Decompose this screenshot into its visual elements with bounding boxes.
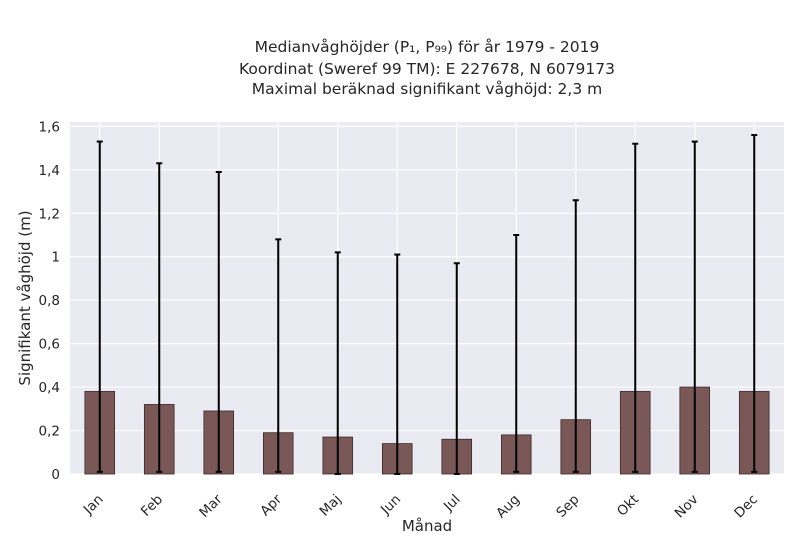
chart-title-line-3: Maximal beräknad signifikant våghöjd: 2,… [252, 80, 602, 98]
y-tick-label: 1,4 [39, 163, 60, 179]
x-tick-label-okt: Okt [614, 492, 642, 520]
y-tick-label: 0,4 [39, 380, 60, 396]
x-axis-label: Månad [402, 517, 452, 535]
x-tick-label-apr: Apr [257, 491, 285, 519]
x-tick-label-maj: Maj [317, 492, 345, 520]
y-tick-label: 1,2 [39, 206, 60, 222]
x-tick-label-jun: Jun [377, 492, 404, 519]
y-tick-label: 0 [51, 467, 60, 483]
plot-area [70, 122, 784, 474]
y-tick-label: 0,6 [39, 337, 60, 353]
chart-title-line-2: Koordinat (Sweref 99 TM): E 227678, N 60… [239, 60, 615, 78]
y-tick-label: 0,2 [39, 424, 60, 440]
y-tick-label: 1,6 [39, 119, 60, 135]
chart-title-line-1: Medianvåghöjder (P₁, P₉₉) för år 1979 - … [255, 38, 600, 56]
x-tick-label-nov: Nov [672, 492, 702, 522]
y-tick-label: 1 [51, 250, 60, 266]
y-tick-label: 0,8 [39, 293, 60, 309]
x-tick-label-aug: Aug [493, 492, 523, 522]
x-tick-label-jul: Jul [440, 492, 464, 516]
x-tick-label-mar: Mar [196, 491, 226, 521]
x-tick-label-feb: Feb [138, 492, 166, 520]
y-tick-labels: 0 0,2 0,4 0,6 0,8 1 1,2 1,4 1,6 [39, 119, 60, 483]
y-axis-label: Signifikant våghöjd (m) [16, 210, 34, 385]
error-bars [96, 134, 758, 475]
x-tick-label-jan: Jan [80, 492, 107, 519]
x-tick-label-sep: Sep [553, 492, 582, 521]
x-tick-label-dec: Dec [731, 492, 761, 522]
